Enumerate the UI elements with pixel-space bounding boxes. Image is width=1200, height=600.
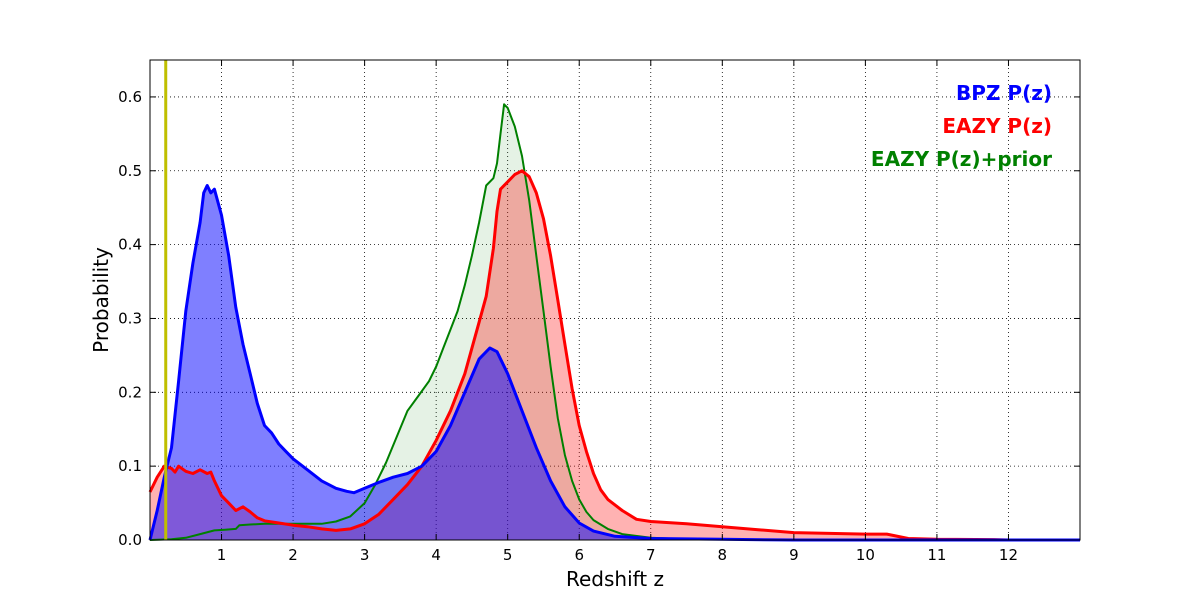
- x-tick-labels: 1 2 3 4 5 6 7 8 9 10 11 12: [217, 546, 1018, 564]
- x-tick-label: 3: [360, 546, 370, 564]
- x-tick-label: 6: [574, 546, 584, 564]
- legend-entry-eazy-prior: EAZY P(z)+prior: [871, 147, 1052, 171]
- y-tick-label: 0.4: [118, 236, 142, 254]
- y-tick-label: 0.6: [118, 88, 142, 106]
- series-fills: [150, 104, 1080, 541]
- y-tick-label: 0.2: [118, 383, 142, 401]
- x-tick-label: 10: [856, 546, 875, 564]
- x-tick-label: 7: [646, 546, 656, 564]
- series-line-eazy-p-z: [148, 169, 1080, 542]
- x-tick-label: 2: [288, 546, 298, 564]
- y-tick-label: 0.1: [118, 457, 142, 475]
- x-tick-label: 1: [217, 546, 227, 564]
- x-axis-label: Redshift z: [566, 567, 664, 591]
- series-line-bpz-p-z: [148, 184, 1080, 542]
- x-tick-label: 4: [431, 546, 441, 564]
- x-tick-label: 12: [999, 546, 1018, 564]
- legend-entry-bpz: BPZ P(z): [956, 81, 1052, 105]
- y-axis-label: Probability: [89, 247, 113, 353]
- legend: BPZ P(z) EAZY P(z) EAZY P(z)+prior: [871, 81, 1052, 171]
- x-tick-label: 5: [503, 546, 513, 564]
- x-tick-label: 11: [927, 546, 946, 564]
- x-tick-label: 8: [718, 546, 728, 564]
- y-tick-label: 0.3: [118, 309, 142, 327]
- axis-ticks: [150, 60, 1080, 541]
- x-tick-label: 9: [789, 546, 799, 564]
- series-line-eazy-p-z-prior: [149, 103, 1080, 541]
- legend-entry-eazy: EAZY P(z): [942, 114, 1052, 138]
- y-tick-label: 0.0: [118, 531, 142, 549]
- series-lines: [148, 103, 1080, 542]
- y-tick-label: 0.5: [118, 162, 142, 180]
- plot-frame: [149, 59, 1081, 541]
- series-fill-bpz-p-z: [150, 185, 1080, 540]
- y-tick-labels: 0.0 0.1 0.2 0.3 0.4 0.5 0.6: [118, 88, 142, 549]
